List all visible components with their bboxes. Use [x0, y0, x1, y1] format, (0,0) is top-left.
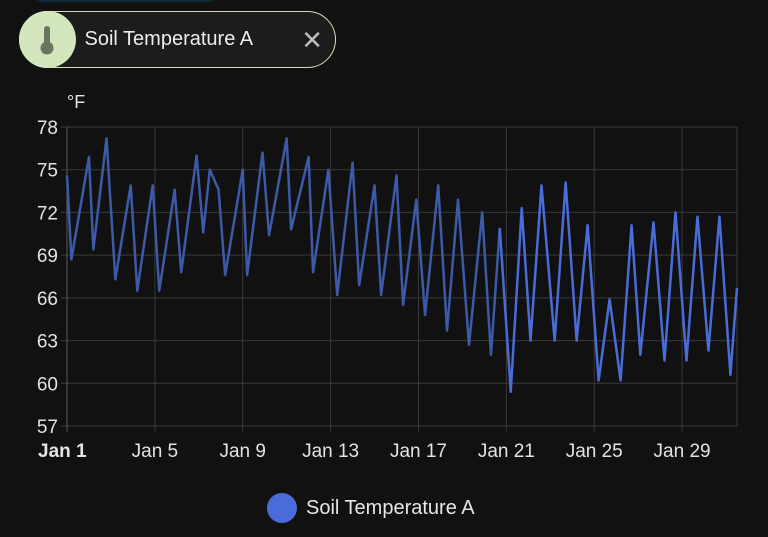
- y-tick-label: 69: [37, 246, 58, 267]
- entity-chip[interactable]: Soil Temperature A ✕: [18, 11, 336, 68]
- x-tick-label: Jan 25: [566, 441, 623, 462]
- chip-label: Soil Temperature A: [84, 28, 254, 50]
- y-tick-label: 66: [37, 289, 58, 310]
- close-icon[interactable]: ✕: [301, 24, 323, 55]
- x-tick-label: Jan 1: [38, 441, 87, 462]
- x-tick-label: Jan 9: [219, 441, 265, 462]
- x-tick-label: Jan 5: [132, 441, 178, 462]
- x-tick-label: Jan 21: [478, 441, 535, 462]
- series-line: [498, 181, 739, 394]
- top-bar-fragment: [34, 0, 216, 2]
- legend-color-dot: [267, 493, 297, 523]
- x-tick-label: Jan 13: [302, 441, 359, 462]
- y-axis-unit: °F: [67, 92, 85, 112]
- y-tick-label: 57: [37, 417, 58, 438]
- legend-label: Soil Temperature A: [306, 496, 475, 519]
- legend-item[interactable]: Soil Temperature A: [267, 493, 475, 523]
- thermometer-icon: [18, 11, 76, 68]
- y-tick-label: 60: [37, 374, 58, 395]
- y-tick-label: 78: [37, 118, 58, 139]
- x-tick-label: Jan 17: [390, 441, 447, 462]
- x-tick-label: Jan 29: [654, 441, 711, 462]
- y-tick-label: 72: [37, 203, 58, 224]
- y-tick-label: 63: [37, 332, 58, 353]
- series-line-early: [65, 137, 502, 357]
- y-tick-label: 75: [37, 161, 58, 182]
